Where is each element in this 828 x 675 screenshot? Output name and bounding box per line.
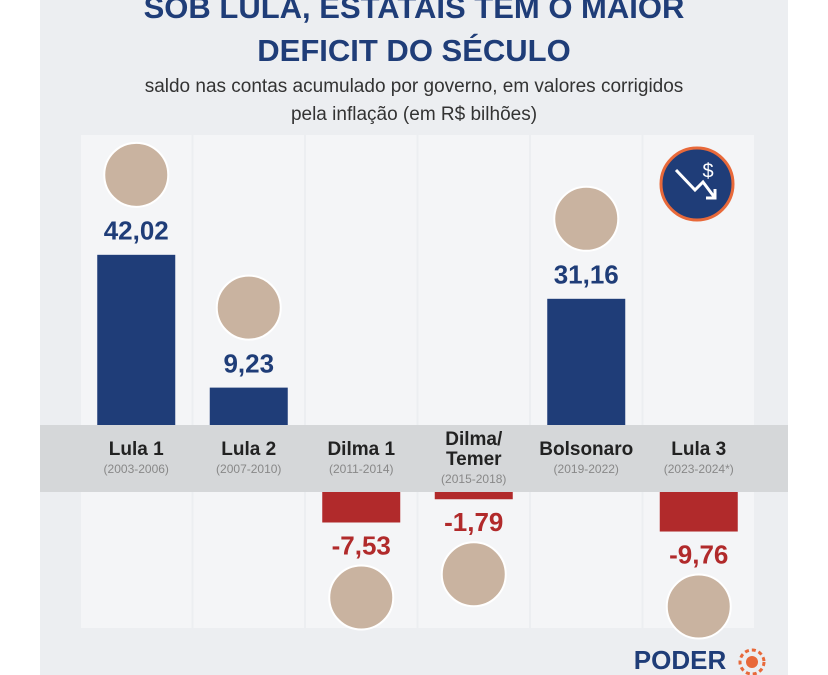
bar xyxy=(97,254,176,425)
value-label: -7,53 xyxy=(332,530,391,560)
subtitle-line: saldo nas contas acumulado por governo, … xyxy=(145,76,684,97)
value-label: 31,16 xyxy=(554,260,619,290)
column-card xyxy=(193,135,304,628)
category-label: Lula 2 xyxy=(221,439,276,460)
value-label: 42,02 xyxy=(104,216,169,246)
category-label: Bolsonaro xyxy=(539,439,633,460)
logo: PODER xyxy=(634,645,727,675)
portrait xyxy=(328,564,395,631)
portrait xyxy=(665,573,732,640)
period-label: (2011-2014) xyxy=(329,462,394,476)
category-line: Temer xyxy=(446,449,502,470)
label-band xyxy=(40,425,788,492)
portrait xyxy=(553,185,620,252)
category-label: Lula 1 xyxy=(109,439,164,460)
period-label: (2007-2010) xyxy=(216,462,281,476)
bar xyxy=(547,298,626,425)
column-card xyxy=(306,135,417,628)
category-line: Dilma/ xyxy=(445,429,503,450)
svg-text:$: $ xyxy=(702,160,713,182)
title-line: SOB LULA, ESTATAIS TÊM O MAIOR xyxy=(144,0,685,25)
bar xyxy=(209,387,288,425)
portrait xyxy=(440,541,507,608)
category-label: Lula 3 xyxy=(671,439,726,460)
value-label: -1,79 xyxy=(444,507,503,537)
subtitle-line: pela inflação (em R$ bilhões) xyxy=(291,104,537,125)
bar xyxy=(659,492,738,532)
value-label: 9,23 xyxy=(223,348,274,378)
category-label: Dilma 1 xyxy=(327,439,395,460)
period-label: (2023-2024*) xyxy=(664,462,734,476)
value-label: -9,76 xyxy=(669,539,728,569)
period-label: (2019-2022) xyxy=(554,462,619,476)
bar xyxy=(322,492,401,523)
title-line: DEFICIT DO SÉCULO xyxy=(257,33,570,68)
portrait xyxy=(103,141,170,208)
period-label: (2015-2018) xyxy=(441,472,506,486)
category-label: Dilma/Temer xyxy=(445,429,503,470)
bar xyxy=(434,492,513,500)
trend-icon: $ xyxy=(659,146,735,222)
portrait xyxy=(215,274,282,341)
logo-sun xyxy=(738,648,766,675)
period-label: (2003-2006) xyxy=(104,462,169,476)
